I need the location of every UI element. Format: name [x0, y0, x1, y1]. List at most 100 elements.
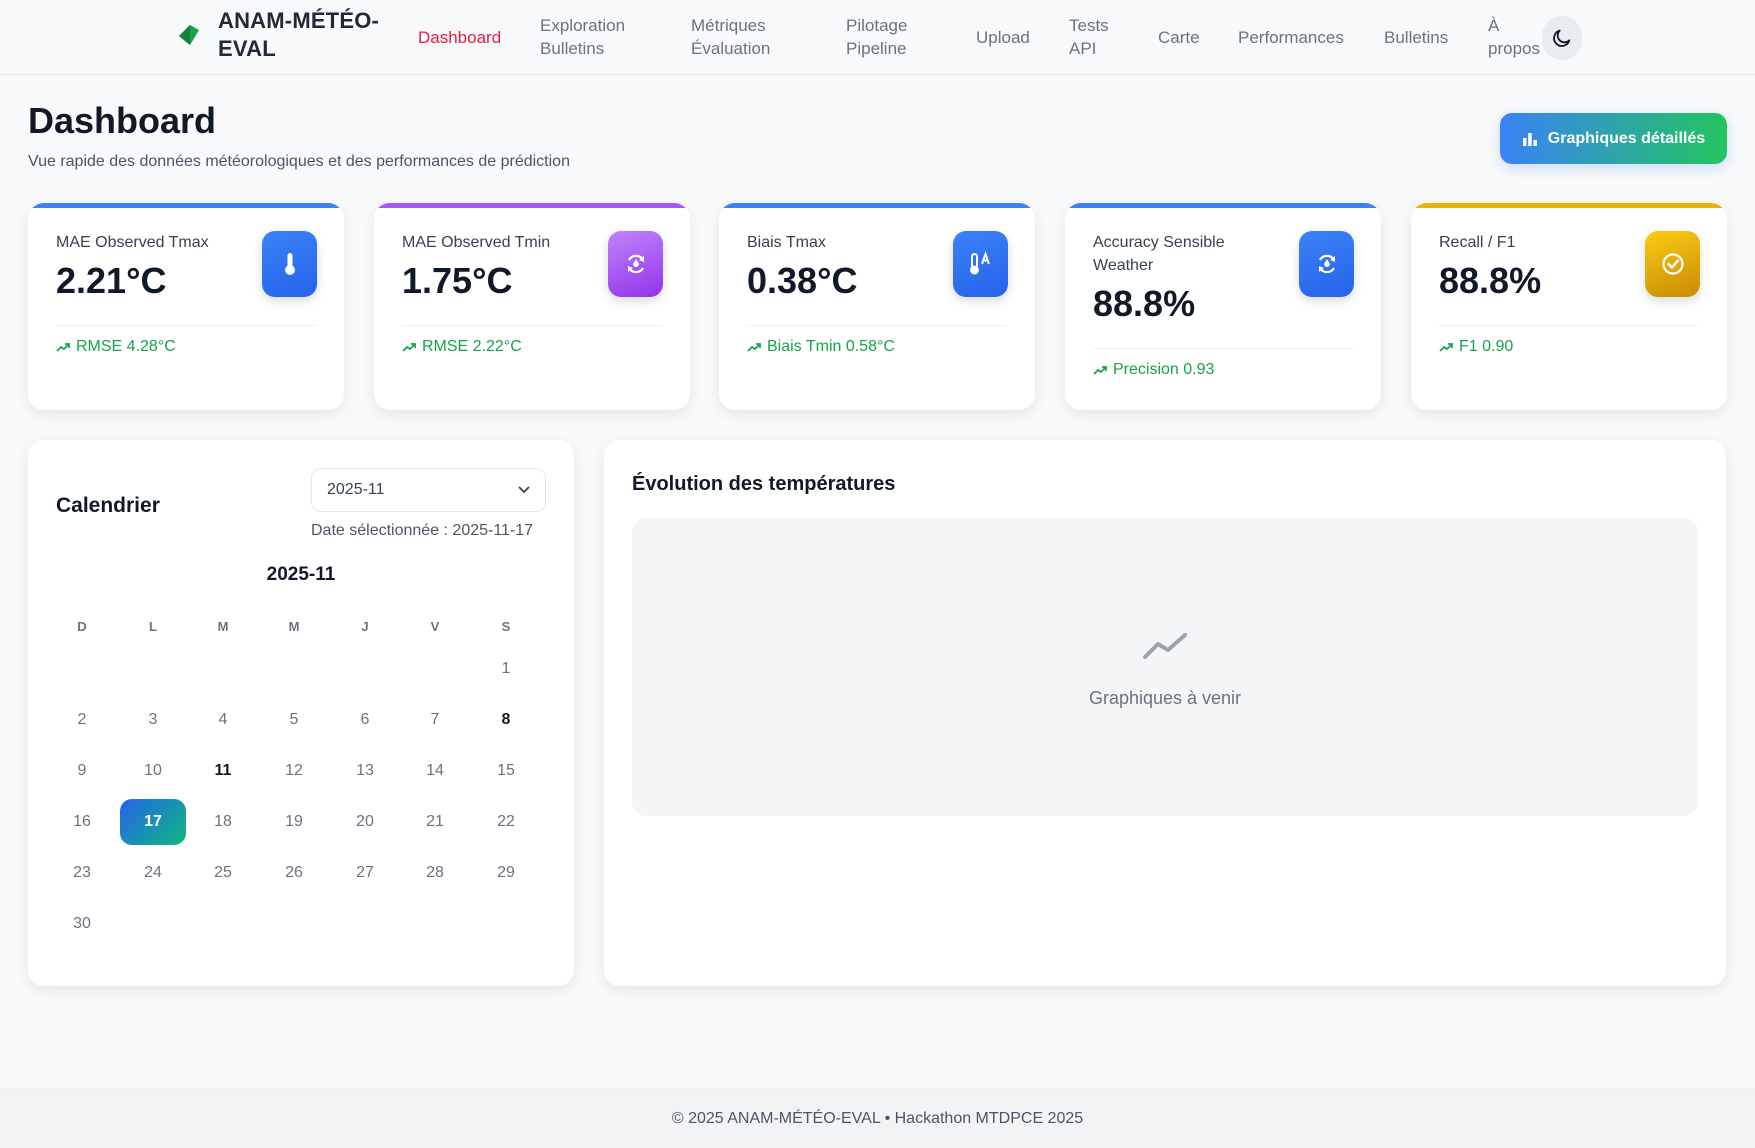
nav-pilotage-pipeline[interactable]: Pilotage Pipeline [846, 16, 908, 58]
calendar-day[interactable]: 20 [356, 813, 374, 830]
month-select[interactable]: 2025-11 [311, 468, 546, 512]
nav-upload[interactable]: Upload [976, 28, 1030, 47]
calendar-month-label: 2025-11 [266, 564, 336, 585]
kpi-value: 1.75°C [402, 260, 513, 301]
calendar-day[interactable]: 16 [73, 813, 91, 830]
calendar-day[interactable]: 14 [426, 762, 444, 779]
bar-chart-icon [1522, 132, 1537, 146]
calendar-day[interactable]: 25 [214, 864, 232, 881]
calendar-day[interactable]: 13 [356, 762, 374, 779]
kpi-trend-text: Biais Tmin 0.58°C [767, 338, 895, 355]
kpi-divider [402, 325, 662, 326]
calendar-day[interactable]: 8 [501, 711, 511, 728]
calendar-day[interactable]: 24 [144, 864, 162, 881]
kpi-accent-bar [719, 203, 1035, 208]
line-chart-icon [1143, 633, 1187, 659]
kpi-value: 88.8% [1439, 260, 1542, 301]
nav-dashboard[interactable]: Dashboard [418, 28, 502, 47]
calendar-day[interactable]: 26 [285, 864, 303, 881]
calendar-day[interactable]: 12 [285, 762, 303, 779]
nav-a-propos[interactable]: À propos [1488, 16, 1540, 58]
weekday-label: D [77, 619, 87, 634]
brand-name: ANAM-MÉTÉO-EVAL [218, 8, 380, 61]
temperature-evolution-panel: Évolution des températures Graphiques à … [604, 440, 1726, 986]
kpi-divider [747, 325, 1007, 326]
kpi-card-biais-tmax: Biais Tmax 0.38°C Biais Tmin 0.58°C [719, 203, 1035, 410]
kpi-label: Biais Tmax [747, 234, 826, 251]
chart-panel-title: Évolution des températures [632, 473, 896, 495]
chart-placeholder-text: Graphiques à venir [1088, 688, 1242, 708]
kpi-trend: RMSE 2.22°C [402, 338, 522, 356]
kpi-value: 2.21°C [56, 260, 167, 301]
kpi-label: Recall / F1 [1439, 234, 1516, 251]
calendar-day[interactable]: 7 [430, 711, 440, 728]
kpi-accent-bar [374, 203, 690, 208]
check-circle-icon [1645, 231, 1700, 297]
calendar-day[interactable]: 22 [497, 813, 515, 830]
footer: © 2025 ANAM-MÉTÉO-EVAL • Hackathon MTDPC… [0, 1088, 1755, 1148]
weekday-label: L [149, 619, 157, 634]
nav-carte[interactable]: Carte [1158, 28, 1200, 47]
kpi-trend-text: RMSE 4.28°C [76, 338, 176, 355]
calendar-day[interactable]: 28 [426, 864, 444, 881]
kpi-accent-bar [1065, 203, 1381, 208]
chevron-down-icon [518, 486, 530, 494]
nav-tests-api[interactable]: Tests API [1069, 16, 1109, 58]
brand[interactable]: ANAM-MÉTÉO-EVAL [176, 7, 398, 63]
refresh-drop-icon [608, 231, 663, 297]
calendar-day[interactable]: 4 [218, 711, 228, 728]
nav-performances[interactable]: Performances [1238, 28, 1344, 47]
calendar-day[interactable]: 6 [360, 711, 370, 728]
trend-up-icon [402, 343, 416, 352]
nav-exploration-bulletins[interactable]: Exploration Bulletins [540, 16, 626, 58]
calendar-day[interactable]: 1 [501, 660, 511, 677]
calendar-day[interactable]: 27 [356, 864, 374, 881]
calendar-day[interactable]: 11 [214, 762, 232, 779]
kpi-trend: Biais Tmin 0.58°C [747, 338, 895, 356]
trend-up-icon [747, 343, 761, 352]
thermometer-icon [262, 231, 317, 297]
kpi-card-accuracy: Accuracy Sensible Weather 88.8% Precisio… [1065, 203, 1381, 410]
calendar-day[interactable]: 30 [73, 915, 91, 932]
kpi-trend: RMSE 4.28°C [56, 338, 176, 356]
weekday-label: M [288, 619, 300, 634]
calendar-panel: Calendrier 2025-11 Date sélectionnée : 2… [28, 440, 574, 986]
calendar-day[interactable]: 10 [144, 762, 162, 779]
top-navbar: ANAM-MÉTÉO-EVAL Dashboard Exploration Bu… [0, 0, 1755, 75]
calendar-day[interactable]: 23 [73, 864, 91, 881]
refresh-drop-icon [1299, 231, 1354, 297]
calendar-day[interactable]: 3 [148, 711, 158, 728]
detailed-charts-button[interactable]: Graphiques détaillés [1500, 113, 1727, 164]
nav-bulletins[interactable]: Bulletins [1384, 28, 1449, 47]
kpi-divider [56, 325, 316, 326]
kpi-accent-bar [1411, 203, 1727, 208]
calendar-day[interactable]: 5 [289, 711, 299, 728]
trend-up-icon [1439, 343, 1453, 352]
calendar-day[interactable]: 2 [77, 711, 87, 728]
theme-toggle-button[interactable] [1542, 16, 1582, 60]
kpi-card-recall-f1: Recall / F1 88.8% F1 0.90 [1411, 203, 1727, 410]
calendar-day[interactable]: 21 [426, 813, 444, 830]
kpi-card-mae-tmax: MAE Observed Tmax 2.21°C RMSE 4.28°C [28, 203, 344, 410]
calendar-day[interactable]: 18 [214, 813, 232, 830]
kpi-trend-text: F1 0.90 [1459, 338, 1514, 355]
moon-icon [1553, 29, 1571, 47]
calendar-day[interactable]: 9 [77, 762, 87, 779]
calendar-day[interactable]: 29 [497, 864, 515, 881]
calendar-day-selected[interactable]: 17 [120, 799, 186, 845]
kpi-value: 0.38°C [747, 260, 858, 301]
detailed-charts-label: Graphiques détaillés [1547, 129, 1706, 147]
thermometer-a-icon [953, 231, 1008, 297]
month-select-value: 2025-11 [327, 481, 385, 498]
calendar-day[interactable]: 19 [285, 813, 303, 830]
kpi-trend: F1 0.90 [1439, 338, 1513, 356]
weekday-label: M [217, 619, 229, 634]
calendar-title: Calendrier [56, 494, 160, 517]
page-subtitle: Vue rapide des données météorologiques e… [28, 153, 570, 170]
kpi-trend: Precision 0.93 [1093, 361, 1214, 379]
trend-up-icon [1093, 366, 1107, 375]
calendar-day[interactable]: 15 [497, 762, 515, 779]
kpi-card-mae-tmin: MAE Observed Tmin 1.75°C RMSE 2.22°C [374, 203, 690, 410]
weekday-label: S [501, 619, 511, 634]
nav-metriques-evaluation[interactable]: Métriques Évaluation [691, 16, 771, 58]
